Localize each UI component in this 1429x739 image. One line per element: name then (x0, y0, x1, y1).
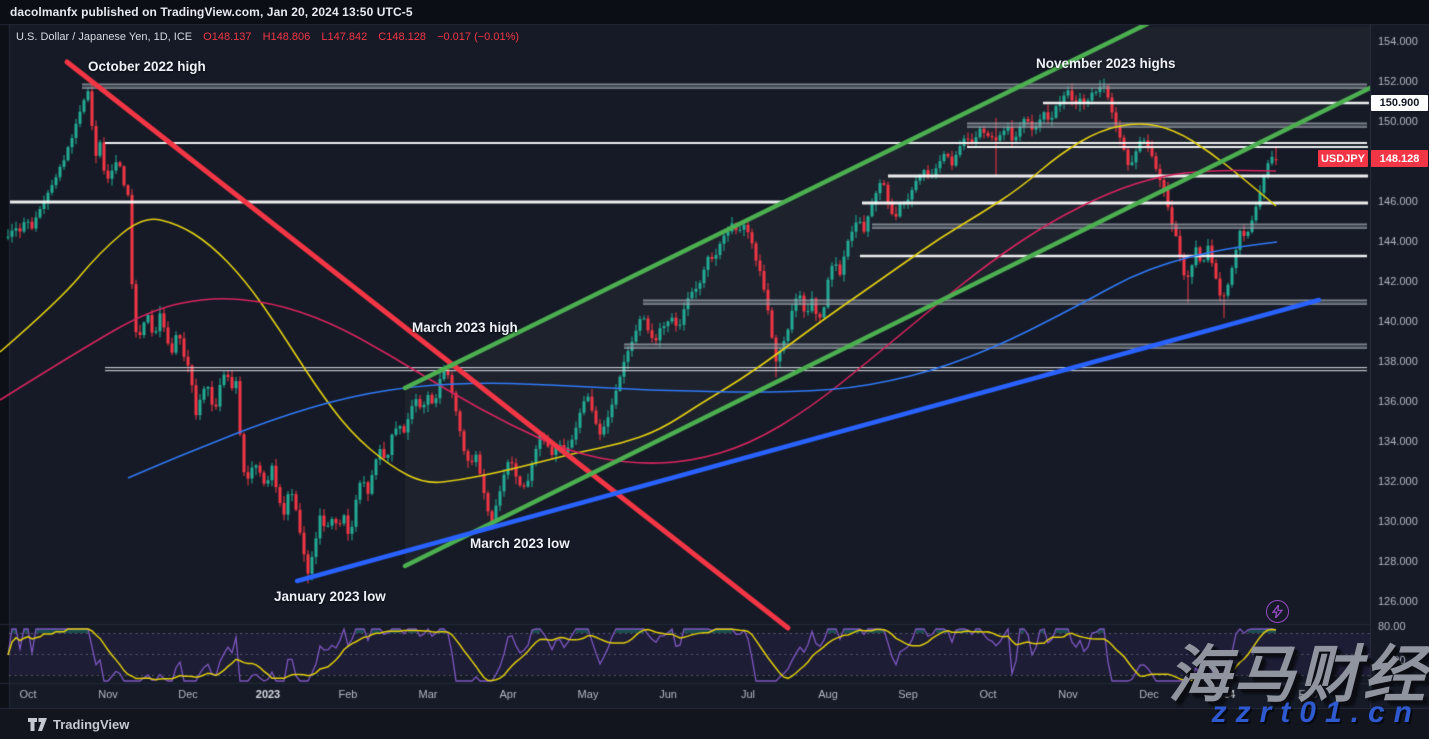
price-level-label: 150.900 (1371, 95, 1428, 111)
change-value: −0.017 (−0.01%) (437, 31, 520, 43)
lightning-bolt-glyph (1272, 605, 1283, 618)
cn-watermark: 海马财经 (1167, 641, 1428, 710)
tradingview-logo[interactable]: TradingView (28, 717, 129, 732)
annotation-october-2022-high: October 2022 high (88, 59, 206, 74)
tradingview-logo-icon (28, 718, 47, 731)
symbol-price-tag: USDJPY (1318, 150, 1368, 167)
annotation-november-2023-highs: November 2023 highs (1036, 56, 1176, 71)
tradingview-brand-text: TradingView (53, 717, 130, 732)
annotation-january-2023-low: January 2023 low (274, 589, 386, 604)
publish-header: dacolmanfx published on TradingView.com,… (0, 0, 1429, 24)
ohlc-open: O148.137 (203, 31, 252, 43)
annotation-march-2023-low: March 2023 low (470, 536, 570, 551)
ohlc-close: C148.128 (378, 31, 427, 43)
url-watermark: zzrt01.cn (1211, 696, 1421, 729)
ohlc-high: H148.806 (262, 31, 311, 43)
bottom-toolbar: TradingView (0, 708, 1429, 739)
lightning-icon[interactable] (1266, 600, 1289, 623)
ohlc-low: L147.842 (321, 31, 368, 43)
annotation-march-2023-high: March 2023 high (412, 320, 518, 335)
published-info: dacolmanfx published on TradingView.com,… (10, 5, 413, 19)
symbol-title: U.S. Dollar / Japanese Yen, 1D, ICE (16, 31, 193, 43)
last-price-label: 148.128 (1371, 150, 1428, 167)
chart-legend[interactable]: U.S. Dollar / Japanese Yen, 1D, ICE O148… (16, 31, 519, 43)
